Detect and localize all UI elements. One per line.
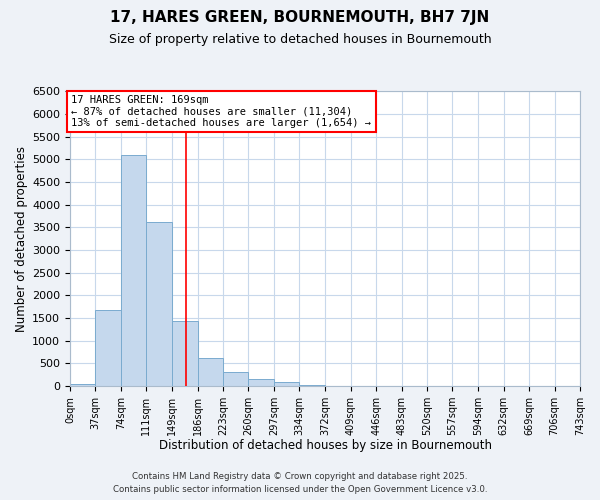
X-axis label: Distribution of detached houses by size in Bournemouth: Distribution of detached houses by size … xyxy=(158,440,491,452)
Y-axis label: Number of detached properties: Number of detached properties xyxy=(15,146,28,332)
Bar xyxy=(172,321,197,386)
Bar xyxy=(223,372,248,386)
Bar xyxy=(274,382,299,386)
Bar xyxy=(248,380,274,386)
Bar xyxy=(95,310,121,386)
Bar xyxy=(197,358,223,386)
Bar xyxy=(299,385,325,386)
Text: 17 HARES GREEN: 169sqm
← 87% of detached houses are smaller (11,304)
13% of semi: 17 HARES GREEN: 169sqm ← 87% of detached… xyxy=(71,94,371,128)
Bar xyxy=(146,222,172,386)
Text: Size of property relative to detached houses in Bournemouth: Size of property relative to detached ho… xyxy=(109,32,491,46)
Bar xyxy=(70,384,95,386)
Bar xyxy=(121,154,146,386)
Text: 17, HARES GREEN, BOURNEMOUTH, BH7 7JN: 17, HARES GREEN, BOURNEMOUTH, BH7 7JN xyxy=(110,10,490,25)
Text: Contains HM Land Registry data © Crown copyright and database right 2025.
Contai: Contains HM Land Registry data © Crown c… xyxy=(113,472,487,494)
